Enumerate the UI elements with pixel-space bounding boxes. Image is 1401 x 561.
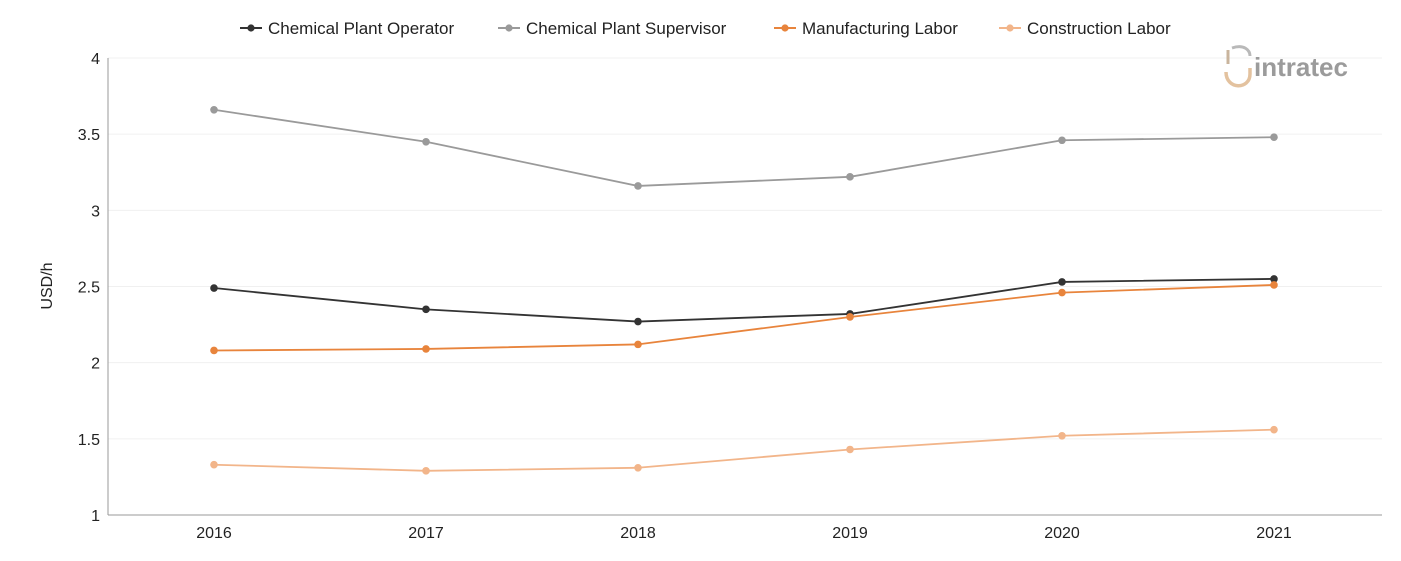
- data-point: [634, 463, 642, 472]
- data-point: [634, 182, 642, 190]
- data-point: [1058, 431, 1066, 440]
- y-axis-label: USD/h: [39, 262, 56, 309]
- logo-text: intratec: [1254, 52, 1348, 82]
- x-tick-label: 2019: [832, 525, 868, 542]
- data-point: [846, 173, 854, 181]
- series-group: [210, 105, 1278, 475]
- x-tick-label: 2018: [620, 525, 656, 542]
- data-point: [1270, 281, 1278, 289]
- series-line: [213, 428, 1275, 472]
- series-chemical-plant-supervisor: [210, 105, 1278, 190]
- intratec-logo-icon: [1224, 45, 1252, 88]
- series-chemical-plant-operator: [210, 275, 1278, 326]
- y-tick-label: 1: [91, 508, 100, 525]
- data-point: [1058, 288, 1066, 297]
- data-point: [422, 467, 430, 475]
- data-point: [634, 340, 642, 349]
- legend-swatch-marker: [247, 24, 255, 32]
- x-tick-label: 2016: [196, 525, 232, 542]
- data-point: [1270, 133, 1278, 142]
- series-line: [213, 284, 1275, 352]
- legend-item: Chemical Plant Supervisor: [498, 19, 727, 38]
- legend-label: Chemical Plant Supervisor: [526, 19, 727, 38]
- legend-swatch-marker: [781, 24, 789, 32]
- series-construction-labor: [210, 425, 1278, 475]
- data-point: [210, 346, 218, 355]
- gridlines: [108, 57, 1382, 440]
- data-point: [1058, 278, 1066, 286]
- x-tick-label: 2017: [408, 525, 444, 542]
- data-point: [210, 460, 218, 469]
- intratec-logo: intratec: [1224, 45, 1348, 88]
- data-point: [846, 313, 854, 321]
- series-line: [213, 108, 1275, 187]
- y-tick-label: 3: [91, 203, 100, 220]
- data-point: [1058, 136, 1066, 145]
- y-tick-label: 2.5: [78, 280, 100, 297]
- legend-label: Chemical Plant Operator: [268, 19, 454, 38]
- data-point: [210, 105, 218, 114]
- data-point: [634, 317, 642, 326]
- y-tick-label: 1.5: [78, 432, 100, 449]
- data-point: [422, 345, 430, 353]
- legend-label: Construction Labor: [1027, 19, 1171, 38]
- series-manufacturing-labor: [210, 281, 1278, 355]
- data-point: [1270, 425, 1278, 434]
- x-tick-labels: 2016 2017 2018 2019 2020 2021: [196, 525, 1292, 542]
- y-tick-label: 4: [91, 51, 100, 68]
- y-tick-labels: 1 1.5 2 2.5 3 3.5 4: [78, 51, 100, 525]
- data-point: [1270, 275, 1278, 283]
- legend-swatch-marker: [505, 24, 513, 32]
- legend-item: Construction Labor: [999, 19, 1171, 38]
- data-point: [422, 305, 430, 314]
- data-point: [210, 284, 218, 292]
- legend-item: Manufacturing Labor: [774, 19, 958, 38]
- axes: [107, 58, 1382, 516]
- series-line: [213, 277, 1275, 323]
- y-tick-label: 2: [91, 356, 100, 373]
- x-tick-label: 2020: [1044, 525, 1080, 542]
- data-point: [846, 445, 854, 454]
- legend-swatch-marker: [1006, 24, 1014, 32]
- x-tick-label: 2021: [1256, 525, 1292, 542]
- legend: Chemical Plant Operator Chemical Plant Su…: [240, 19, 1171, 38]
- legend-item: Chemical Plant Operator: [240, 19, 454, 38]
- legend-label: Manufacturing Labor: [802, 19, 958, 38]
- y-tick-label: 3.5: [78, 127, 100, 144]
- data-point: [422, 137, 430, 146]
